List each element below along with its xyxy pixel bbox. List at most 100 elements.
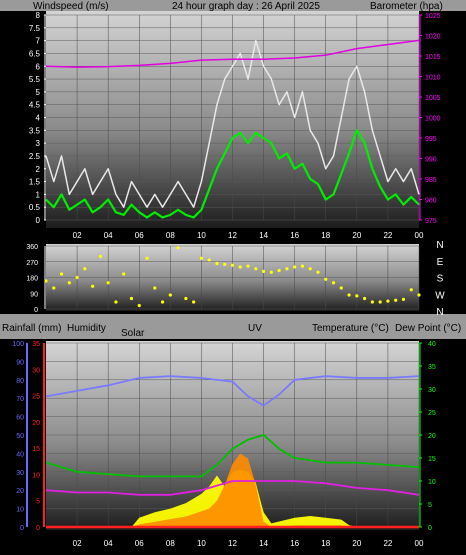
dir-y-tick-label: 90 xyxy=(30,291,38,298)
rain-y-tick-label: 10 xyxy=(32,472,40,479)
direction-point xyxy=(300,264,305,268)
wind-y-tick-label: 7.5 xyxy=(29,24,41,33)
wind-x-tick-label: 10 xyxy=(197,231,206,240)
temp-y-tick-label: 10 xyxy=(428,479,436,486)
wind-x-tick-label: 14 xyxy=(259,231,268,240)
humidity-y-tick-label: 60 xyxy=(16,415,24,422)
direction-point xyxy=(394,298,398,302)
compass-label: S xyxy=(437,274,444,285)
rainfall-axis-title: Rainfall (mm) xyxy=(2,323,61,334)
humidity-y-tick-label: 20 xyxy=(16,488,24,495)
temp-y-tick-label: 20 xyxy=(428,433,436,440)
solar-axis-title: Solar xyxy=(121,328,145,339)
series-dew-point xyxy=(45,480,420,496)
temp-y-tick-label: 0 xyxy=(428,525,432,532)
clim-x-tick-label: 10 xyxy=(197,539,206,548)
baro-y-tick-label: 1010 xyxy=(425,75,441,82)
wind-y-tick-label: 8 xyxy=(36,11,41,20)
header-bar xyxy=(0,0,466,11)
humidity-y-tick-label: 70 xyxy=(16,396,24,403)
clim-x-tick-label: 06 xyxy=(135,539,144,548)
direction-point xyxy=(285,267,289,271)
baro-y-tick-label: 1025 xyxy=(425,13,441,20)
direction-point xyxy=(370,300,374,304)
temp-y-tick-label: 15 xyxy=(428,456,436,463)
wind-x-tick-label: 04 xyxy=(104,231,113,240)
wind-y-tick-label: 2 xyxy=(36,165,41,174)
rain-y-tick-label: 35 xyxy=(32,341,40,348)
direction-point xyxy=(137,303,141,308)
dir-y-tick-label: 0 xyxy=(34,307,38,314)
compass-label: N xyxy=(436,307,443,318)
series-gust xyxy=(45,39,420,208)
direction-point xyxy=(293,265,297,269)
direction-point xyxy=(114,300,118,304)
clim-x-tick-label: 04 xyxy=(104,539,113,548)
rain-y-tick-label: 15 xyxy=(32,446,40,453)
rain-y-tick-label: 5 xyxy=(36,499,40,506)
rain-y-tick-label: 25 xyxy=(32,394,40,401)
direction-point xyxy=(261,269,266,273)
direction-point xyxy=(199,256,204,260)
dewpoint-axis-title: Dew Point (°C) xyxy=(395,323,461,334)
direction-point xyxy=(168,293,172,297)
rain-y-tick-label: 0 xyxy=(36,525,40,532)
compass-label: W xyxy=(435,290,445,301)
direction-point xyxy=(153,286,157,290)
baro-y-tick-label: 1005 xyxy=(425,95,441,102)
wind-y-tick-label: 0 xyxy=(36,216,41,225)
clim-x-tick-label: 02 xyxy=(73,539,82,548)
humidity-y-tick-label: 0 xyxy=(20,525,24,532)
direction-point xyxy=(59,272,64,276)
rain-y-tick-label: 20 xyxy=(32,420,40,427)
baro-y-tick-label: 980 xyxy=(425,198,437,205)
clim-x-tick-label: 18 xyxy=(321,539,330,548)
wind-y-tick-label: 2.5 xyxy=(29,152,41,161)
direction-point xyxy=(223,262,227,266)
direction-point xyxy=(145,256,149,260)
compass-label: E xyxy=(437,257,444,268)
direction-point xyxy=(160,300,165,304)
uv-axis-title: UV xyxy=(248,323,262,334)
direction-point xyxy=(331,281,336,285)
baro-y-tick-label: 995 xyxy=(425,136,437,143)
humidity-y-tick-label: 10 xyxy=(16,507,24,514)
direction-point xyxy=(363,296,367,301)
wind-x-tick-label: 06 xyxy=(135,231,144,240)
baro-y-tick-label: 1000 xyxy=(425,116,441,123)
direction-point xyxy=(192,300,196,304)
clim-x-tick-label: 14 xyxy=(259,539,268,548)
wind-x-tick-label: 02 xyxy=(73,231,82,240)
direction-point xyxy=(129,296,134,301)
wind-y-tick-label: 0.5 xyxy=(29,203,41,212)
wind-y-tick-label: 4 xyxy=(36,114,41,123)
direction-point xyxy=(347,293,351,297)
direction-point xyxy=(75,275,79,280)
clim-x-tick-label: 00 xyxy=(415,539,424,548)
direction-point xyxy=(409,288,413,292)
temp-y-tick-label: 5 xyxy=(428,502,432,509)
humidity-y-tick-label: 40 xyxy=(16,451,24,458)
clim-x-tick-label: 20 xyxy=(352,539,361,548)
baro-y-tick-label: 1015 xyxy=(425,54,441,61)
direction-point xyxy=(215,261,219,266)
clim-x-tick-label: 08 xyxy=(166,539,175,548)
temperature-axis-title: Temperature (°C) xyxy=(312,323,389,334)
direction-point xyxy=(44,279,48,283)
direction-point xyxy=(269,270,273,274)
series-barometer xyxy=(45,39,420,68)
axis-layer: 0 0.5 1 1.5 2 2.5 3 3.5 4 4.5 5 5.5 6 6.5 7 7.5 8 975 980 9… xyxy=(12,11,445,548)
direction-point xyxy=(339,286,343,290)
temp-y-tick-label: 25 xyxy=(428,410,436,417)
series-average xyxy=(45,129,420,219)
clim-x-tick-label: 12 xyxy=(228,539,237,548)
wind-y-tick-label: 7 xyxy=(36,37,41,46)
humidity-axis-title: Humidity xyxy=(67,323,106,334)
direction-point xyxy=(184,296,188,301)
direction-point xyxy=(207,258,211,262)
wind-y-tick-label: 3 xyxy=(36,139,41,148)
humidity-y-tick-label: 80 xyxy=(16,378,24,385)
temp-y-tick-label: 30 xyxy=(428,387,436,394)
wind-x-tick-label: 16 xyxy=(290,231,299,240)
